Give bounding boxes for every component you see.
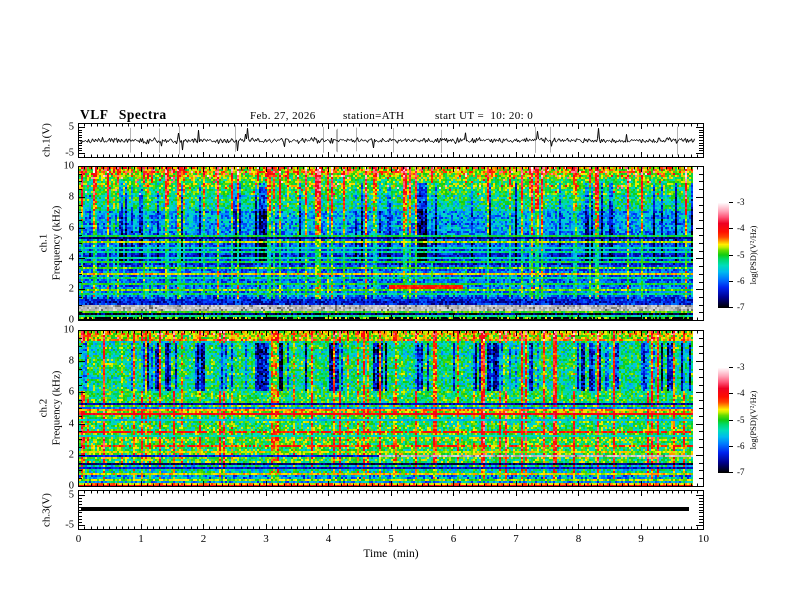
ch1-spectrogram-canvas [78, 166, 704, 321]
x-tick-label: 5 [388, 533, 394, 545]
colorbar-tick-label: -6 [737, 276, 745, 286]
x-axis-title: Time (min) [363, 548, 419, 560]
colorbar-tick-label: -4 [737, 223, 745, 233]
x-tick-label: 0 [75, 533, 82, 545]
x-tick-label: 10 [698, 533, 709, 545]
x-tick-label: 1 [138, 533, 144, 545]
colorbar-2-label: log(PSD)(V²/Hz) [748, 390, 758, 450]
colorbar-1-label: log(PSD)(V²/Hz) [748, 225, 758, 285]
y-tick-label: 0 [68, 480, 74, 492]
y-tick-label: -5 [65, 519, 74, 530]
ch1-waveform-canvas [78, 123, 704, 158]
y-tick-label: 4 [68, 418, 74, 430]
colorbar-tick-label: -5 [737, 250, 745, 260]
x-tick-label: 3 [263, 533, 269, 545]
x-tick-label: 9 [638, 533, 644, 545]
start-ut-label: start UT = 10: 20: 0 [435, 110, 534, 122]
ch2-axis-line2: Frequency (kHz) [50, 370, 62, 446]
colorbar-tick-label: -6 [737, 441, 745, 451]
colorbar-tick-label: -4 [737, 388, 745, 398]
station-label: station=ATH [343, 110, 405, 122]
ch2-axis-line1: ch.2 [37, 398, 50, 418]
y-tick-label: 5 [68, 121, 74, 133]
ch1-voltage-axis-label: ch.1(V) [40, 123, 53, 157]
colorbar-tick-label: -3 [737, 362, 745, 372]
x-tick-label: 6 [450, 533, 457, 545]
y-tick-label: 6 [68, 386, 74, 398]
x-tick-label: 4 [325, 533, 332, 545]
y-tick-label: 2 [68, 449, 74, 461]
ch1-axis-line2: Frequency (kHz) [50, 205, 62, 281]
y-tick-label: 2 [68, 283, 74, 295]
colorbar-tick-label: -3 [737, 197, 745, 207]
date-label: Feb. 27, 2026 [250, 110, 316, 122]
y-tick-label: 10 [63, 324, 75, 336]
x-tick-label: 2 [200, 533, 207, 545]
y-tick-label: -5 [65, 147, 74, 159]
ch2-frequency-axis-label: ch.2 Frequency (kHz) [37, 371, 62, 446]
y-tick-label: 8 [68, 355, 74, 367]
y-tick-label: 4 [68, 252, 74, 264]
colorbar-2-canvas [718, 367, 735, 473]
x-tick-label: 7 [513, 533, 519, 545]
x-tick-label: 8 [575, 533, 582, 545]
ch3-waveform-canvas [78, 490, 704, 530]
ch1-frequency-axis-label: ch.1 Frequency (kHz) [37, 206, 62, 281]
y-tick-label: 8 [68, 191, 74, 203]
colorbar-tick-label: -5 [737, 415, 745, 425]
colorbar-1-canvas [718, 202, 735, 308]
y-tick-label: 0 [68, 314, 74, 326]
figure-title: VLF Spectra [80, 107, 167, 122]
y-tick-label: 10 [63, 160, 75, 172]
ch3-voltage-axis-label: ch.3(V) [40, 493, 53, 527]
y-tick-label: 5 [68, 489, 74, 500]
colorbar-tick-label: -7 [737, 467, 745, 477]
ch2-spectrogram-canvas [78, 330, 704, 487]
colorbar-tick-label: -7 [737, 302, 745, 312]
ch1-axis-line1: ch.1 [37, 233, 50, 253]
y-tick-label: 6 [68, 222, 74, 234]
